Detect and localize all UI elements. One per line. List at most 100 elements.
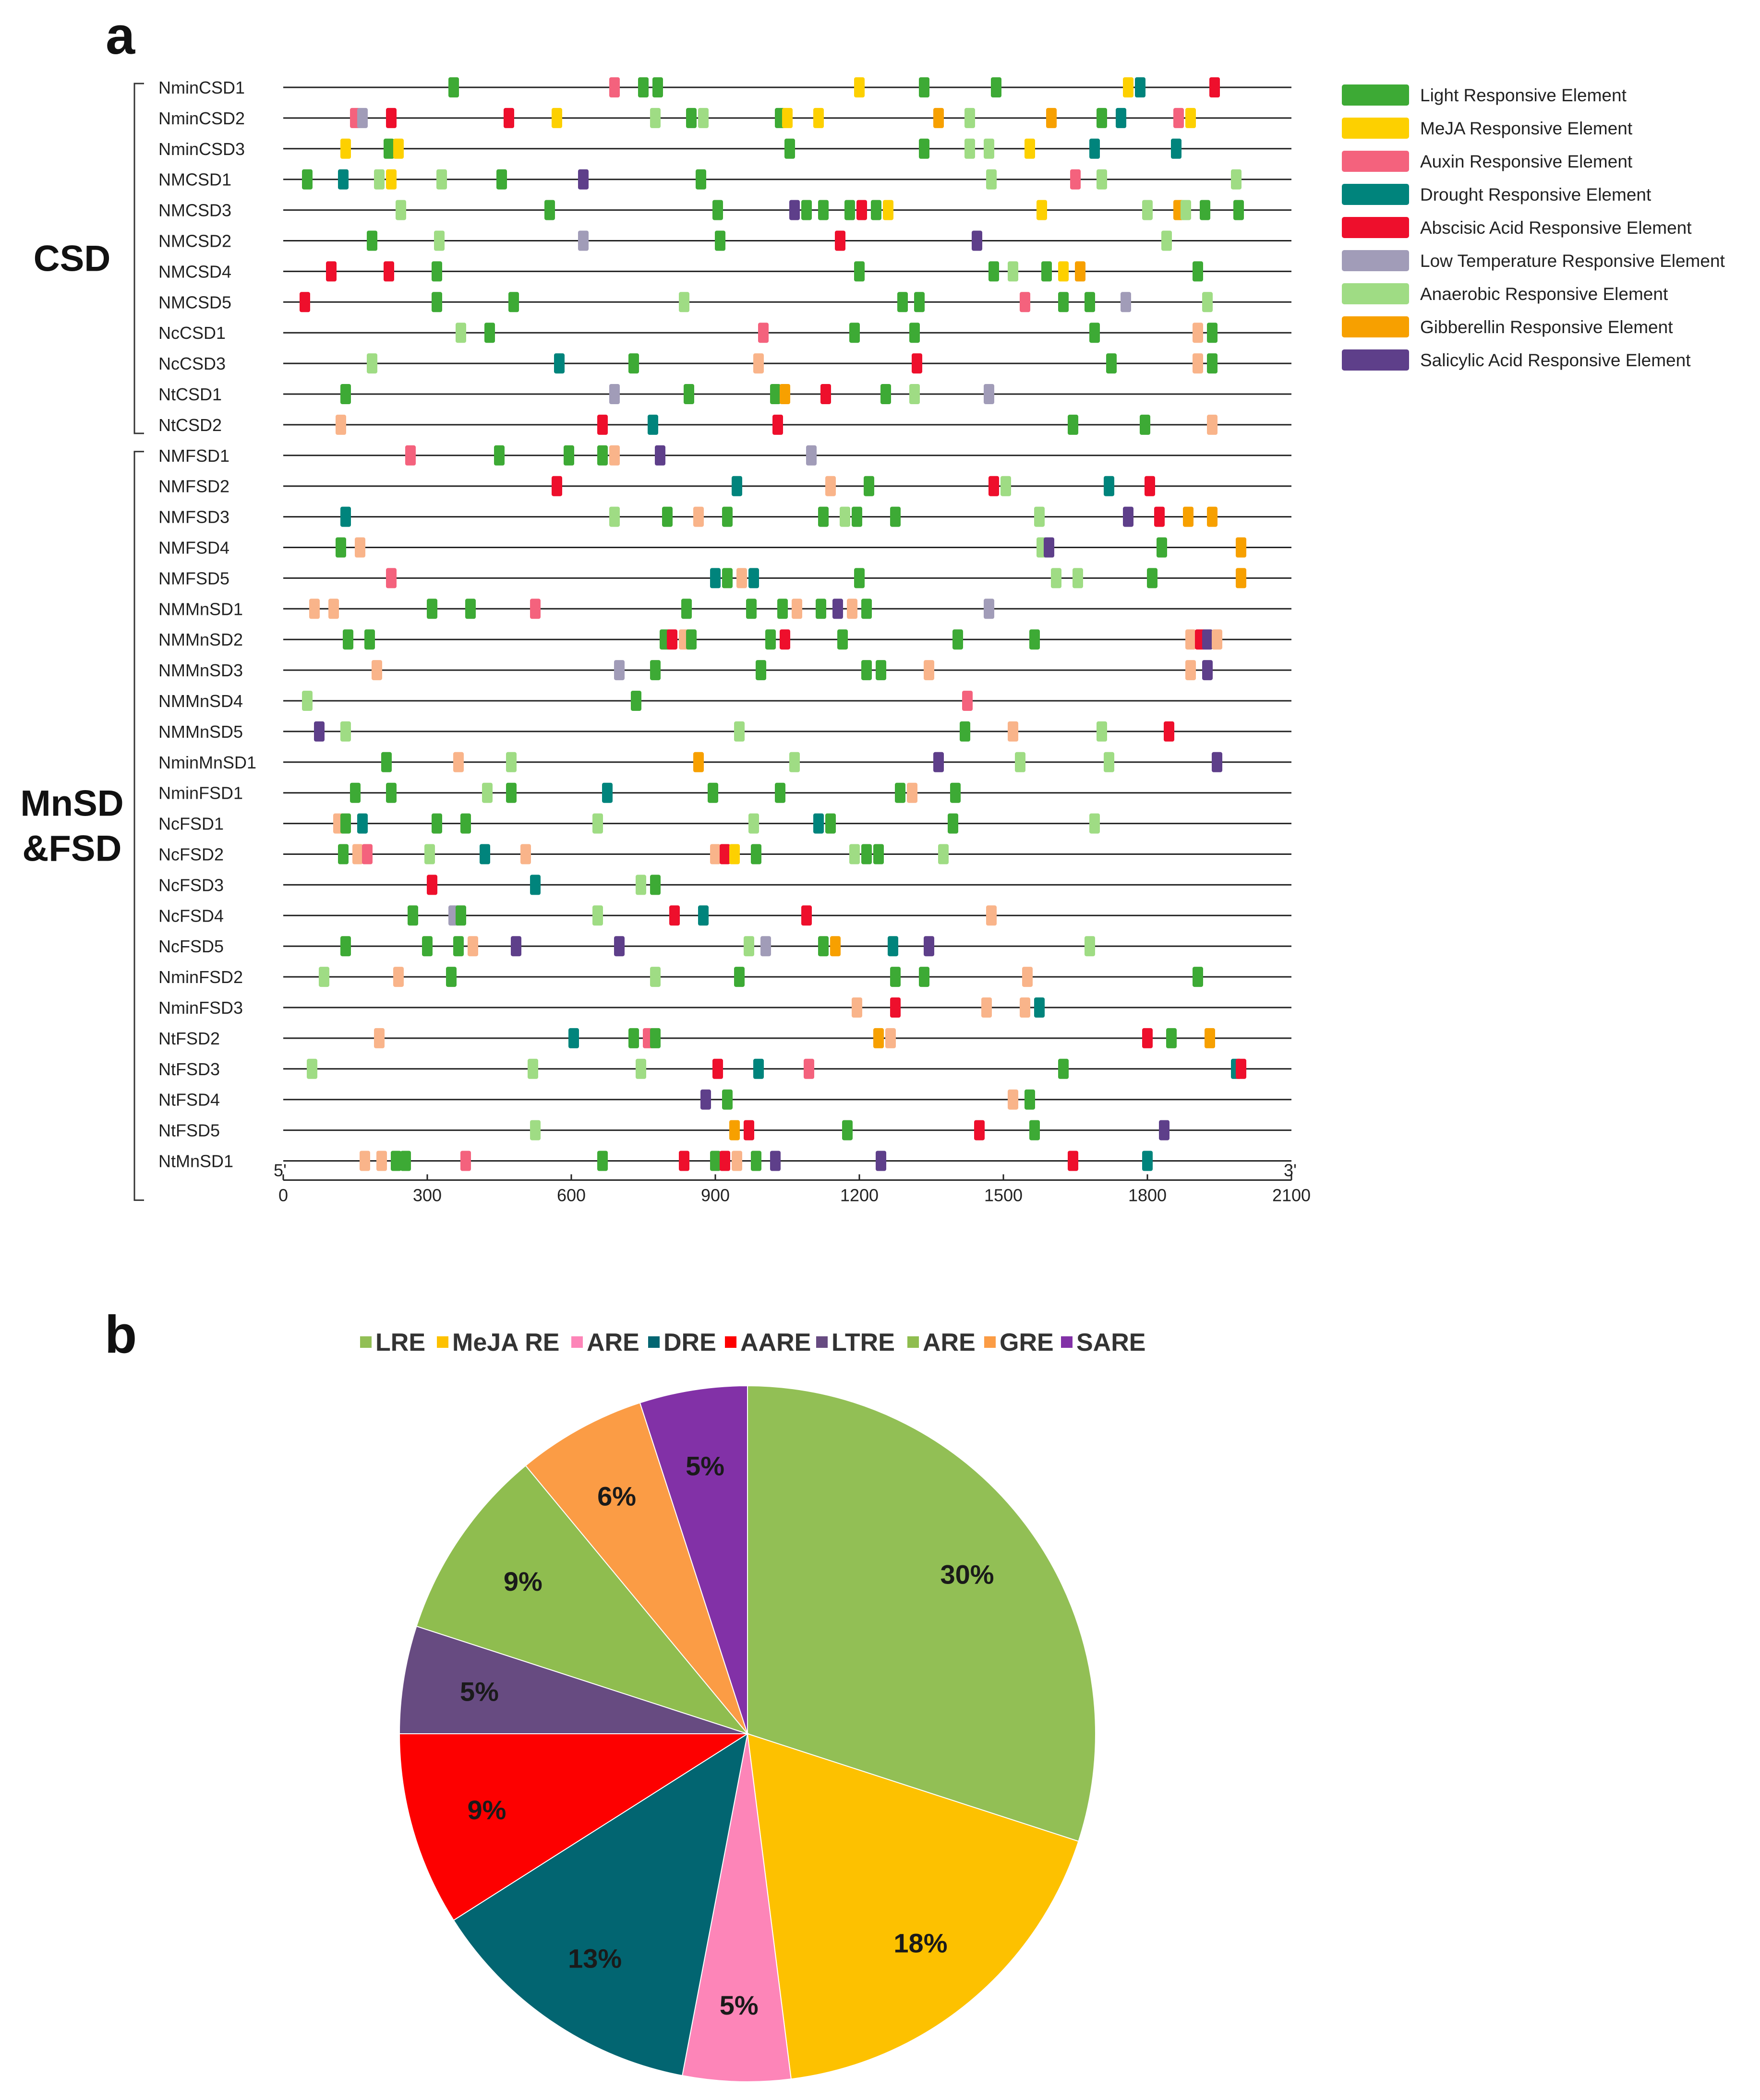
pie-slice-label: 5%	[460, 1677, 499, 1707]
element-mark-light	[432, 261, 442, 282]
element-mark-peach	[693, 506, 704, 527]
group-bracket	[133, 83, 144, 434]
element-mark-aba	[667, 629, 677, 650]
element-mark-peach	[352, 844, 363, 864]
element-mark-sa	[614, 936, 625, 957]
element-mark-anaerobic	[1085, 936, 1095, 957]
pie-slice-sare	[639, 1385, 748, 1734]
element-mark-light	[734, 967, 745, 987]
element-mark-peach	[468, 936, 478, 957]
element-mark-light	[837, 629, 848, 650]
pie-slice-label: 18%	[893, 1928, 947, 1958]
element-mark-light	[484, 323, 495, 343]
element-proportion-pie: LRE MeJA RE ARE DRE AARE LTRE ARE GRE SARE 30% 18…	[360, 1329, 1145, 2082]
element-mark-light	[710, 1151, 721, 1171]
element-mark-light	[508, 292, 519, 312]
element-mark-peach	[360, 1151, 370, 1171]
element-mark-peach	[1193, 323, 1203, 343]
element-mark-light	[350, 782, 361, 803]
panel-a-letter: a	[106, 6, 135, 65]
element-mark-anaerobic	[1181, 200, 1191, 220]
element-mark-anaerobic	[789, 752, 800, 772]
element-mark-meja	[386, 169, 397, 190]
pie-legend-label: DRE	[663, 1329, 716, 1356]
element-mark-sa	[1123, 506, 1133, 527]
panel-b-letter: b	[105, 1305, 137, 1364]
element-mark-aba	[552, 476, 562, 496]
element-mark-light	[861, 599, 872, 619]
element-mark-light	[952, 629, 963, 650]
pie-legend-label: AARE	[740, 1329, 811, 1356]
element-mark-light	[854, 261, 865, 282]
element-mark-aba	[772, 414, 783, 435]
gene-label: NminFSD2	[158, 967, 243, 987]
gene-row: NcCSD1	[158, 323, 1291, 343]
element-mark-light	[650, 660, 661, 681]
element-mark-anaerobic	[506, 752, 517, 772]
element-mark-light	[1085, 292, 1095, 312]
gene-label: NminCSD2	[158, 108, 245, 128]
element-mark-light	[384, 138, 394, 159]
element-mark-anaerobic	[1034, 506, 1045, 527]
gene-label: NMMnSD5	[158, 722, 243, 742]
element-mark-peach	[924, 660, 934, 681]
element-mark-anaerobic	[307, 1058, 317, 1079]
element-mark-light	[861, 660, 872, 681]
element-mark-gibberellin	[873, 1028, 884, 1048]
element-mark-gibberellin	[933, 108, 944, 128]
element-mark-light	[890, 967, 901, 987]
element-mark-meja	[552, 108, 562, 128]
element-mark-light	[722, 1089, 733, 1110]
pie-slice-are	[681, 1733, 792, 2082]
element-mark-light	[854, 568, 865, 588]
element-mark-anaerobic	[679, 292, 689, 312]
element-mark-anaerobic	[434, 230, 445, 251]
element-mark-light	[432, 292, 442, 312]
element-mark-light	[1068, 414, 1078, 435]
legend-swatch-light	[1342, 84, 1409, 106]
pie-legend-label: LRE	[375, 1329, 425, 1356]
gene-label: NcFSD1	[158, 814, 224, 834]
element-mark-aba	[427, 875, 437, 895]
element-mark-meja	[1037, 200, 1047, 220]
element-mark-peach	[792, 599, 802, 619]
element-mark-light	[427, 599, 437, 619]
group-label: &FSD	[23, 828, 122, 869]
element-mark-light	[1029, 1120, 1040, 1140]
gene-label: NtFSD5	[158, 1121, 220, 1140]
pie-legend: LRE MeJA RE ARE DRE AARE LTRE ARE GRE SARE	[360, 1329, 1145, 1356]
element-mark-light	[1041, 261, 1052, 282]
element-mark-light	[684, 384, 694, 404]
element-mark-light	[775, 782, 785, 803]
pie-slice-label: 5%	[720, 1990, 759, 2020]
gene-label: NminCSD3	[158, 139, 245, 159]
element-mark-light	[1207, 323, 1218, 343]
element-mark-aba	[326, 261, 337, 282]
element-mark-light	[564, 445, 574, 466]
gene-row: NMMnSD1	[158, 599, 1291, 619]
element-mark-aba	[1164, 721, 1174, 742]
element-mark-anaerobic	[528, 1058, 538, 1079]
element-mark-meja	[1025, 138, 1035, 159]
element-mark-light	[465, 599, 476, 619]
gene-label: NMFSD1	[158, 446, 229, 466]
element-mark-peach	[336, 414, 346, 435]
element-mark-aba	[386, 108, 397, 128]
element-mark-peach	[732, 1151, 742, 1171]
gene-label: NtFSD2	[158, 1029, 220, 1048]
element-mark-light	[364, 629, 375, 650]
gene-row: NMFSD4	[158, 537, 1291, 558]
gene-row: NMCSD3	[158, 200, 1291, 220]
element-mark-anaerobic	[964, 138, 975, 159]
element-mark-anaerobic	[840, 506, 850, 527]
gene-label: NMCSD3	[158, 201, 231, 220]
element-mark-light	[628, 1028, 639, 1048]
element-mark-light	[1193, 967, 1203, 987]
gene-label: NMMnSD3	[158, 660, 243, 680]
element-mark-light	[816, 599, 826, 619]
element-mark-light	[340, 936, 351, 957]
legend-label: Low Temperature Responsive Element	[1420, 251, 1725, 271]
legend-label: Gibberellin Responsive Element	[1420, 317, 1673, 337]
gene-row: NMFSD3	[158, 506, 1291, 527]
